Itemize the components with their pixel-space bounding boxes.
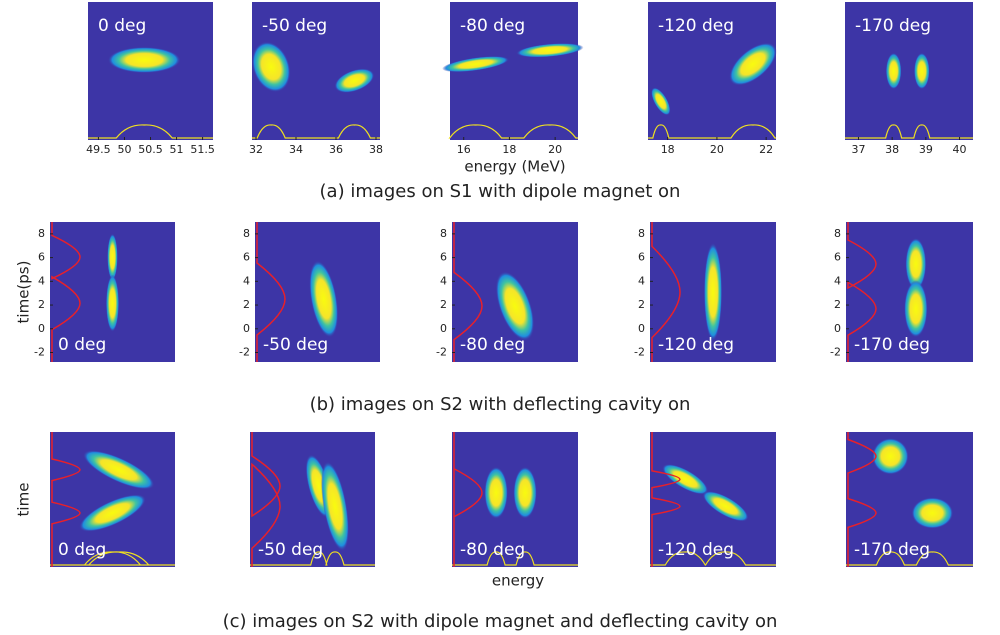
- panel-label: -120 deg: [658, 16, 734, 36]
- panel-label: -80 deg: [460, 16, 525, 36]
- beam-spot: [914, 53, 930, 89]
- y-tick-label: 8: [38, 227, 45, 240]
- beam-spot: [107, 234, 117, 281]
- x-tick-label: 16: [457, 143, 471, 156]
- panel-label: -120 deg: [658, 540, 734, 560]
- figure: 0 deg 49.5 50 50.5 51 51.5 -50 deg 32 34 36 38 -80 …: [0, 0, 1000, 635]
- y-tick-label: 6: [834, 251, 841, 264]
- y-tick-label: 2: [440, 298, 447, 311]
- x-tick-label: 51: [170, 143, 184, 156]
- y-tick-label: -2: [634, 346, 645, 359]
- x-tick-label: 49.5: [86, 143, 111, 156]
- y-tick-label: 8: [440, 227, 447, 240]
- y-tick-label: 6: [243, 251, 250, 264]
- y-tick-label: 4: [638, 274, 645, 287]
- y-tick-label: 6: [440, 251, 447, 264]
- beam-spot: [108, 47, 181, 73]
- y-tick-label: 6: [38, 251, 45, 264]
- y-tick-label: -2: [830, 346, 841, 359]
- y-tick-label: 4: [834, 274, 841, 287]
- x-tick-label: 38: [369, 143, 383, 156]
- y-tick-label: 0: [834, 322, 841, 335]
- panel-label: 0 deg: [98, 16, 146, 36]
- beam-spot: [484, 467, 507, 519]
- beam-spot: [886, 53, 902, 89]
- y-tick-label: 4: [440, 274, 447, 287]
- y-tick-label: 2: [38, 298, 45, 311]
- y-tick-label: -2: [34, 346, 45, 359]
- panel-label: -50 deg: [258, 540, 323, 560]
- panel-label: 0 deg: [58, 540, 106, 560]
- y-tick-label: 2: [243, 298, 250, 311]
- y-tick-label: 8: [638, 227, 645, 240]
- y-tick-label: 4: [243, 274, 250, 287]
- beam-spot: [904, 280, 927, 337]
- panel-label: -50 deg: [262, 16, 327, 36]
- x-tick-label: 20: [548, 143, 562, 156]
- y-tick-label: 0: [243, 322, 250, 335]
- panel-label: -170 deg: [854, 540, 930, 560]
- panel-label: 0 deg: [58, 335, 106, 355]
- x-tick-label: 38: [885, 143, 899, 156]
- y-tick-label: 6: [638, 251, 645, 264]
- beam-spot: [872, 438, 908, 474]
- beam-spot: [704, 243, 722, 342]
- y-tick-label: 4: [38, 274, 45, 287]
- y-tick-label: -2: [436, 346, 447, 359]
- panel-label: -80 deg: [460, 540, 525, 560]
- y-tick-label: 2: [834, 298, 841, 311]
- panel-label: -50 deg: [263, 335, 328, 355]
- beam-spot: [513, 467, 536, 519]
- caption: (b) images on S2 with deflecting cavity …: [310, 394, 691, 415]
- panel-label: -170 deg: [854, 335, 930, 355]
- y-tick-label: 0: [38, 322, 45, 335]
- panel-label: -80 deg: [460, 335, 525, 355]
- x-tick-label: 51.5: [190, 143, 215, 156]
- y-tick-label: 8: [243, 227, 250, 240]
- beam-spot: [106, 275, 119, 332]
- beam-spot: [912, 497, 954, 528]
- y-axis-label: time(ps): [15, 261, 33, 324]
- y-axis-label: time: [15, 483, 33, 517]
- x-tick-label: 18: [502, 143, 516, 156]
- panel-label: -170 deg: [855, 16, 931, 36]
- x-axis-label: energy (MeV): [464, 158, 565, 176]
- x-tick-label: 18: [661, 143, 675, 156]
- y-tick-label: 8: [834, 227, 841, 240]
- x-tick-label: 40: [953, 143, 967, 156]
- panel-label: -120 deg: [658, 335, 734, 355]
- x-tick-label: 39: [919, 143, 933, 156]
- x-tick-label: 37: [851, 143, 865, 156]
- x-tick-label: 50: [117, 143, 131, 156]
- x-tick-label: 32: [249, 143, 263, 156]
- caption: (c) images on S2 with dipole magnet and …: [223, 611, 778, 632]
- y-tick-label: 0: [440, 322, 447, 335]
- x-tick-label: 20: [710, 143, 724, 156]
- x-tick-label: 50.5: [138, 143, 163, 156]
- x-tick-label: 36: [329, 143, 343, 156]
- x-tick-label: 22: [759, 143, 773, 156]
- y-tick-label: 2: [638, 298, 645, 311]
- y-tick-label: -2: [239, 346, 250, 359]
- y-tick-label: 0: [638, 322, 645, 335]
- x-axis-label: energy: [492, 572, 544, 590]
- caption: (a) images on S1 with dipole magnet on: [320, 181, 681, 202]
- x-tick-label: 34: [289, 143, 303, 156]
